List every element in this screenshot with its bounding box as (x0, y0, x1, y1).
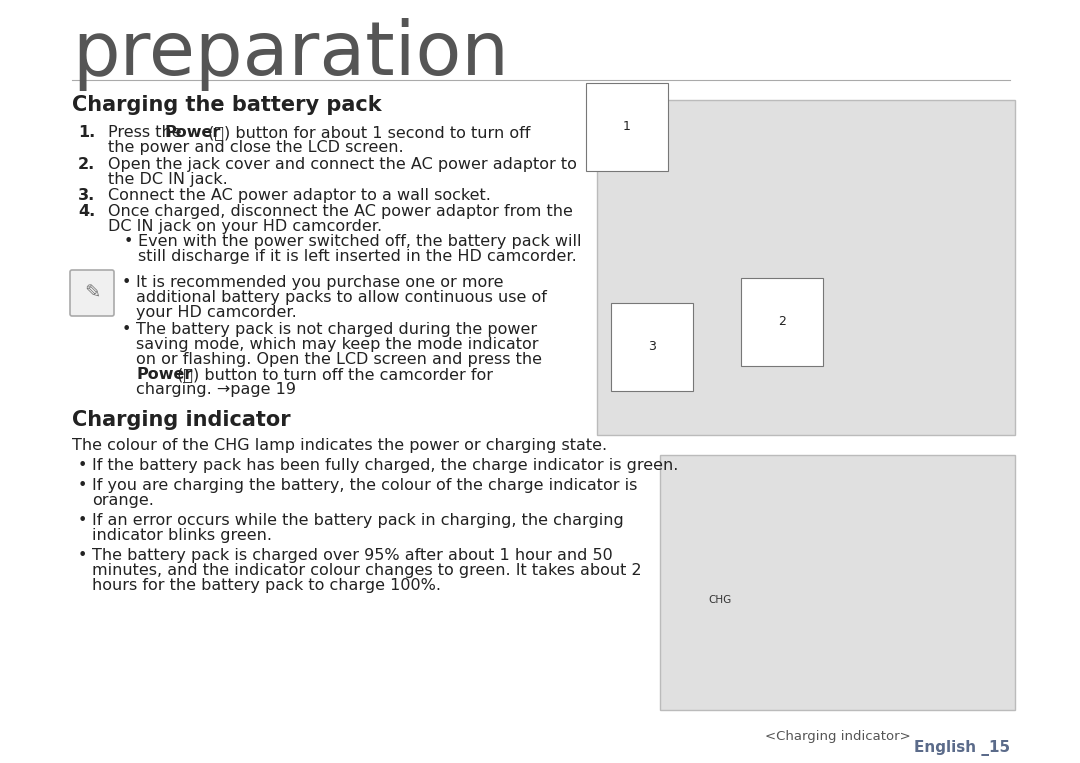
Text: the DC IN jack.: the DC IN jack. (108, 172, 228, 187)
Text: The battery pack is not charged during the power: The battery pack is not charged during t… (136, 322, 537, 337)
Text: Press the: Press the (108, 125, 187, 140)
Text: •: • (78, 513, 87, 528)
Text: CHG: CHG (708, 595, 731, 605)
Text: orange.: orange. (92, 493, 153, 508)
Text: The colour of the CHG lamp indicates the power or charging state.: The colour of the CHG lamp indicates the… (72, 438, 607, 453)
Text: preparation: preparation (72, 18, 509, 91)
Text: on or flashing. Open the LCD screen and press the: on or flashing. Open the LCD screen and … (136, 352, 542, 367)
Text: minutes, and the indicator colour changes to green. It takes about 2: minutes, and the indicator colour change… (92, 563, 642, 578)
Text: •: • (78, 458, 87, 473)
Text: Even with the power switched off, the battery pack will: Even with the power switched off, the ba… (138, 234, 581, 249)
Text: the power and close the LCD screen.: the power and close the LCD screen. (108, 140, 404, 155)
Text: 3.: 3. (78, 188, 95, 203)
Text: Power: Power (165, 125, 221, 140)
Text: (⏻) button for about 1 second to turn off: (⏻) button for about 1 second to turn of… (203, 125, 530, 140)
Text: The battery pack is charged over 95% after about 1 hour and 50: The battery pack is charged over 95% aft… (92, 548, 612, 563)
Text: (⏻) button to turn off the camcorder for: (⏻) button to turn off the camcorder for (172, 367, 492, 382)
Text: Charging indicator: Charging indicator (72, 410, 291, 430)
Text: 2: 2 (778, 315, 786, 328)
Text: •: • (122, 275, 132, 290)
Text: charging. →page 19: charging. →page 19 (136, 382, 296, 397)
Text: DC IN jack on your HD camcorder.: DC IN jack on your HD camcorder. (108, 219, 382, 234)
Text: Once charged, disconnect the AC power adaptor from the: Once charged, disconnect the AC power ad… (108, 204, 572, 219)
FancyBboxPatch shape (70, 270, 114, 316)
Text: 2.: 2. (78, 157, 95, 172)
Text: still discharge if it is left inserted in the HD camcorder.: still discharge if it is left inserted i… (138, 249, 577, 264)
Text: Open the jack cover and connect the AC power adaptor to: Open the jack cover and connect the AC p… (108, 157, 577, 172)
Text: 1.: 1. (78, 125, 95, 140)
Text: 1: 1 (623, 120, 631, 133)
Text: 4.: 4. (78, 204, 95, 219)
Text: Connect the AC power adaptor to a wall socket.: Connect the AC power adaptor to a wall s… (108, 188, 491, 203)
Text: <Charging indicator>: <Charging indicator> (765, 730, 910, 743)
FancyBboxPatch shape (597, 100, 1015, 435)
Text: •: • (122, 322, 132, 337)
Text: English _15: English _15 (914, 740, 1010, 756)
Text: Power: Power (136, 367, 192, 382)
Text: indicator blinks green.: indicator blinks green. (92, 528, 272, 543)
Text: saving mode, which may keep the mode indicator: saving mode, which may keep the mode ind… (136, 337, 539, 352)
Text: ✎: ✎ (84, 284, 100, 302)
Text: If you are charging the battery, the colour of the charge indicator is: If you are charging the battery, the col… (92, 478, 637, 493)
Text: •: • (124, 234, 133, 249)
Text: If the battery pack has been fully charged, the charge indicator is green.: If the battery pack has been fully charg… (92, 458, 678, 473)
Text: It is recommended you purchase one or more: It is recommended you purchase one or mo… (136, 275, 503, 290)
Text: your HD camcorder.: your HD camcorder. (136, 305, 297, 320)
Text: additional battery packs to allow continuous use of: additional battery packs to allow contin… (136, 290, 546, 305)
Text: hours for the battery pack to charge 100%.: hours for the battery pack to charge 100… (92, 578, 441, 593)
Text: 3: 3 (648, 340, 656, 353)
Text: If an error occurs while the battery pack in charging, the charging: If an error occurs while the battery pac… (92, 513, 624, 528)
Text: •: • (78, 478, 87, 493)
Text: Charging the battery pack: Charging the battery pack (72, 95, 381, 115)
FancyBboxPatch shape (660, 455, 1015, 710)
Text: •: • (78, 548, 87, 563)
